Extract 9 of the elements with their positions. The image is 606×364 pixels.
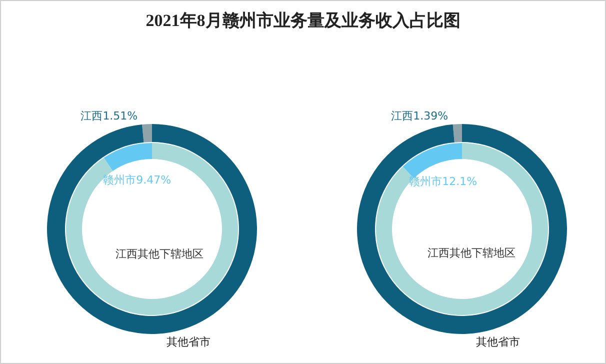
slice-label: 江西1.51% [80,110,138,123]
slice-label: 江西1.39% [391,110,448,123]
slice-label: 赣州市9.47% [103,174,172,187]
text: 2021年8月赣州市业务量及业务收入占比图 [144,10,462,32]
slice-label: 江西其他下辖地区 [428,246,516,260]
slice-label: 其他省市 [166,335,210,348]
slice-label: 赣州市12.1% [409,175,478,188]
slice-label: 江西其他下辖地区 [116,247,204,260]
slice-label: 其他省市 [476,335,520,348]
